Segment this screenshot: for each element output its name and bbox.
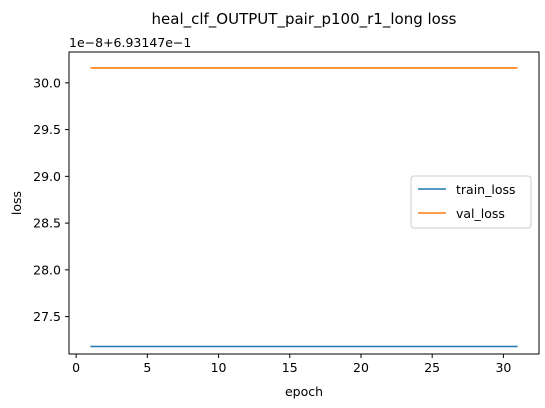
x-axis: 0 5 10 15 20 25 30 — [72, 354, 511, 375]
x-tick-label: 15 — [282, 360, 298, 375]
x-tick-label: 30 — [495, 360, 511, 375]
y-axis-label: loss — [9, 191, 24, 215]
x-tick-label: 0 — [72, 360, 80, 375]
plot-frame — [68, 51, 540, 355]
y-tick-label: 30.0 — [33, 75, 61, 90]
y-tick-label: 27.5 — [33, 309, 61, 324]
y-tick-label: 29.0 — [33, 169, 61, 184]
x-axis-label: epoch — [285, 384, 323, 399]
y-tick-label: 29.5 — [33, 122, 61, 137]
y-tick-label: 28.0 — [33, 262, 61, 277]
plot-marks — [90, 67, 518, 348]
legend: train_loss val_loss — [410, 175, 532, 229]
y-offset-label: 1e−8+6.93147e−1 — [69, 35, 191, 50]
x-tick-label: 5 — [143, 360, 151, 375]
y-tick-label: 28.5 — [33, 216, 61, 231]
legend-label-train-loss: train_loss — [456, 182, 516, 197]
y-axis: 27.5 28.0 28.5 29.0 29.5 30.0 — [33, 75, 69, 324]
x-tick-label: 20 — [353, 360, 369, 375]
chart-title: heal_clf_OUTPUT_pair_p100_r1_long loss — [152, 10, 457, 29]
legend-label-val-loss: val_loss — [456, 206, 505, 221]
x-tick-label: 10 — [211, 360, 227, 375]
x-tick-label: 25 — [424, 360, 440, 375]
